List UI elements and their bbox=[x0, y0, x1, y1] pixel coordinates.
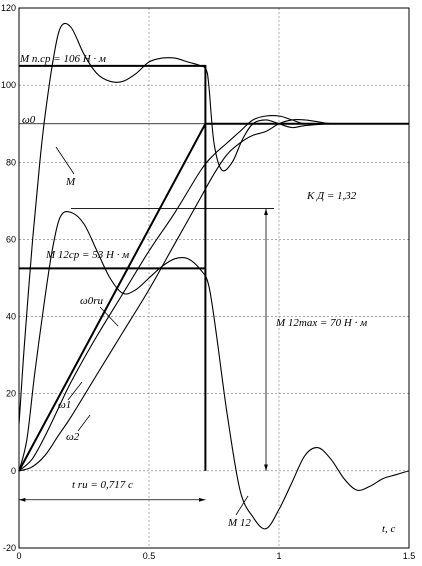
x-tick-label: 0.5 bbox=[143, 551, 156, 561]
x-axis-label: t, c bbox=[382, 523, 396, 535]
label-omega2: ω2 bbox=[66, 431, 80, 443]
omega1-leader-line bbox=[67, 381, 83, 401]
series-m-line bbox=[18, 22, 409, 425]
label-m12: M 12 bbox=[227, 517, 251, 529]
annotation-markers bbox=[19, 146, 274, 516]
label-omega0: ω0 bbox=[22, 114, 36, 126]
series-omega2-line bbox=[18, 118, 409, 472]
y-tick-label: 60 bbox=[6, 234, 16, 244]
y-tick-label: 40 bbox=[6, 312, 16, 322]
y-tick-label: 80 bbox=[6, 157, 16, 167]
series-m-p-sr-line bbox=[19, 64, 207, 471]
series-omega1-line bbox=[18, 115, 409, 472]
y-tick-label: 100 bbox=[1, 80, 16, 90]
label-m-p-sr: M п.ср = 106 Н · м bbox=[19, 53, 106, 65]
series-layer bbox=[18, 22, 410, 530]
label-kd: K Д = 1,32 bbox=[306, 190, 357, 202]
label-omega1: ω1 bbox=[58, 399, 71, 411]
label-m12-max: M 12max = 70 Н · м bbox=[275, 317, 367, 329]
y-tick-label: 0 bbox=[11, 466, 16, 476]
label-omega0ru: ω0ru bbox=[80, 295, 104, 307]
y-tick-label: 120 bbox=[1, 3, 16, 13]
annotation-labels: M п.ср = 106 Н · м ω0 M K Д = 1,32 M 12с… bbox=[19, 53, 396, 535]
m12-leader-line bbox=[235, 495, 249, 516]
x-tick-label: 0 bbox=[16, 551, 21, 561]
grid-lines bbox=[19, 8, 409, 548]
omega2-leader-line bbox=[77, 414, 91, 432]
m-leader-line bbox=[55, 146, 75, 175]
y-tick-label: 20 bbox=[6, 389, 16, 399]
label-m12-sr: M 12ср = 53 Н · м bbox=[45, 249, 129, 261]
label-t-ru: t ru = 0,717 c bbox=[72, 479, 133, 491]
y-tick-label: -20 bbox=[3, 543, 16, 553]
x-tick-label: 1 bbox=[276, 551, 281, 561]
series-omega0ru-line bbox=[18, 122, 409, 472]
x-tick-label: 1.5 bbox=[403, 551, 416, 561]
omega0ru-leader-line bbox=[99, 306, 119, 327]
plot-frame bbox=[18, 7, 410, 549]
label-m: M bbox=[65, 176, 76, 188]
